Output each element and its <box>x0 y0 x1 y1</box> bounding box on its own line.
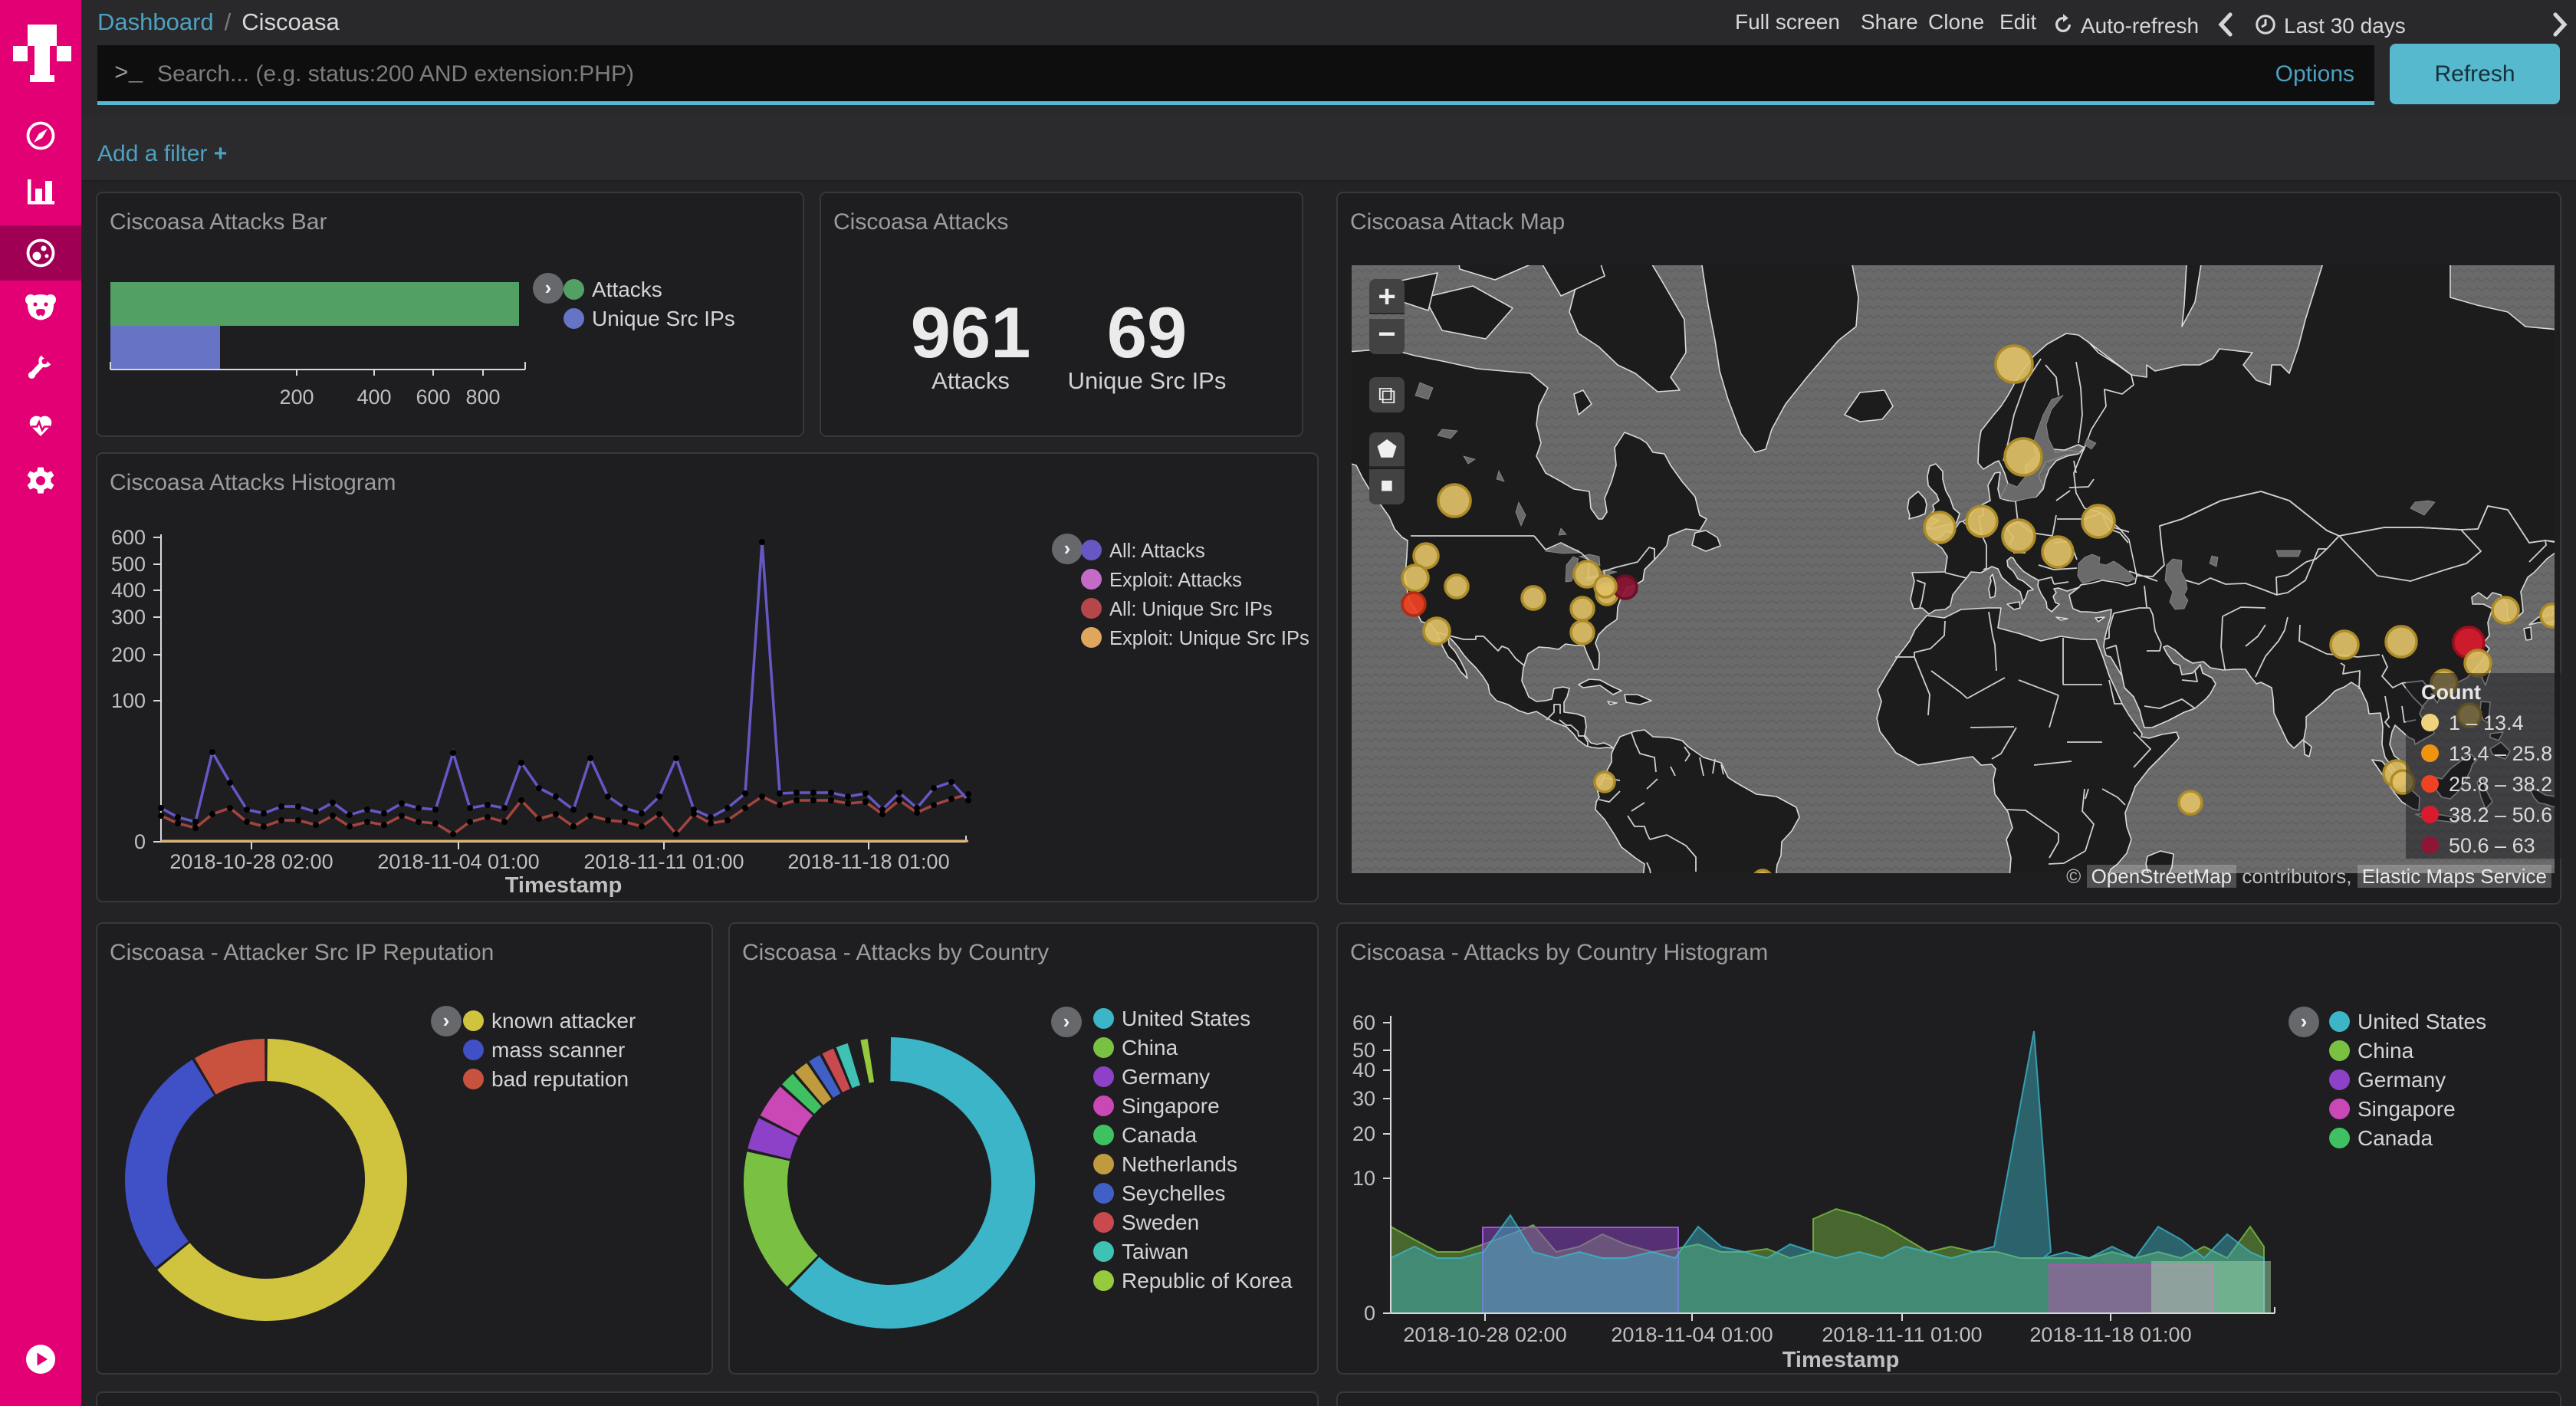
svg-text:2018-11-18 01:00: 2018-11-18 01:00 <box>787 850 949 873</box>
svg-text:60: 60 <box>1352 1011 1375 1034</box>
svg-text:2018-10-28 02:00: 2018-10-28 02:00 <box>169 850 333 873</box>
svg-text:50: 50 <box>1352 1039 1375 1062</box>
svg-text:30: 30 <box>1352 1087 1375 1110</box>
svg-text:400: 400 <box>111 579 146 602</box>
svg-text:20: 20 <box>1352 1122 1375 1145</box>
svg-text:600: 600 <box>416 386 450 409</box>
svg-text:0: 0 <box>134 830 146 853</box>
svg-text:200: 200 <box>111 643 146 666</box>
svg-text:400: 400 <box>356 386 391 409</box>
svg-text:500: 500 <box>111 553 146 576</box>
svg-text:Timestamp: Timestamp <box>505 873 623 898</box>
svg-text:2018-10-28 02:00: 2018-10-28 02:00 <box>1403 1323 1566 1346</box>
svg-text:200: 200 <box>279 386 314 409</box>
svg-text:10: 10 <box>1352 1167 1375 1190</box>
svg-text:2018-11-04 01:00: 2018-11-04 01:00 <box>377 850 539 873</box>
svg-text:600: 600 <box>111 526 146 549</box>
svg-text:2018-11-11 01:00: 2018-11-11 01:00 <box>1822 1323 1982 1346</box>
svg-text:0: 0 <box>1364 1302 1375 1325</box>
svg-text:100: 100 <box>111 689 146 712</box>
svg-text:2018-11-04 01:00: 2018-11-04 01:00 <box>1611 1323 1773 1346</box>
svg-text:300: 300 <box>111 606 146 629</box>
svg-text:2018-11-11 01:00: 2018-11-11 01:00 <box>583 850 744 873</box>
svg-text:800: 800 <box>465 386 500 409</box>
svg-text:Timestamp: Timestamp <box>1783 1348 1900 1372</box>
svg-text:2018-11-18 01:00: 2018-11-18 01:00 <box>2029 1323 2191 1346</box>
svg-text:40: 40 <box>1352 1059 1375 1082</box>
